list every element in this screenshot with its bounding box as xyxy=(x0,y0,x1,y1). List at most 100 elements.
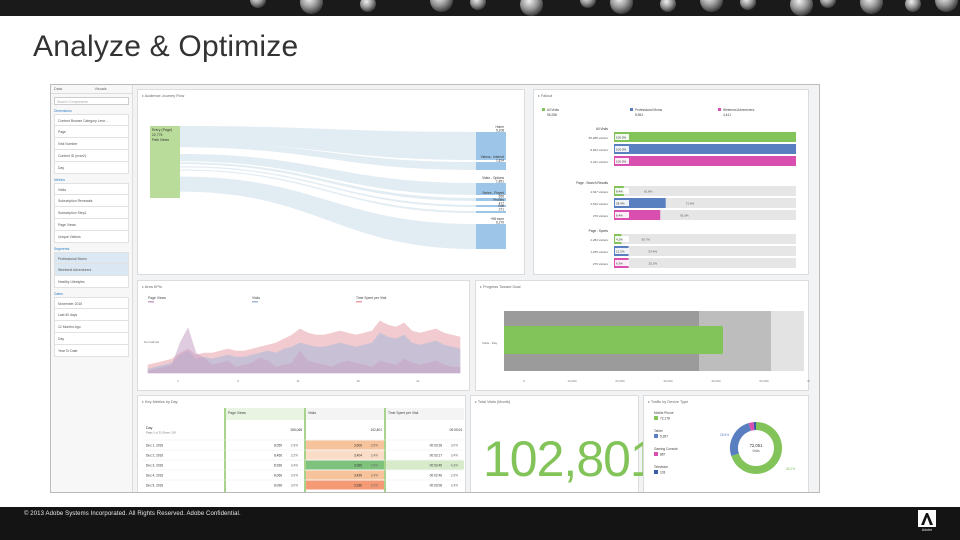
legend-label: All Visits xyxy=(547,108,559,112)
x-tick: 30,000 xyxy=(663,379,673,383)
flow-node-value: 655 xyxy=(499,195,505,199)
legend-value: 867 xyxy=(660,453,666,457)
panel-title[interactable]: Area KPIs xyxy=(142,284,162,289)
area-page-views xyxy=(147,327,461,374)
cell-pct: 3.9% xyxy=(371,464,378,468)
legend-value: 55,288 xyxy=(547,113,557,117)
component-item[interactable]: Page xyxy=(54,126,129,138)
panel-title[interactable]: Fallout xyxy=(538,93,552,98)
component-item[interactable]: Unique Visitors xyxy=(54,231,129,243)
component-item[interactable]: November 2015 xyxy=(54,297,129,309)
cell-heat xyxy=(306,480,384,490)
legend-value: 103 xyxy=(660,471,666,475)
component-item[interactable]: Subscription Step1 xyxy=(54,207,129,219)
cell-heat xyxy=(226,450,304,460)
fallout-pct-box xyxy=(615,146,629,152)
rail-section-label: Dates xyxy=(54,292,63,296)
analytics-workspace-screenshot: Data Visuals Search Components Dimension… xyxy=(50,84,820,493)
decorative-orb xyxy=(660,0,676,12)
cell-pct: 3.0% xyxy=(451,444,458,448)
legend-label: Tablet xyxy=(654,429,663,433)
fallout-bar-bg xyxy=(614,210,796,220)
cell-pct: 3.4% xyxy=(451,484,458,488)
flow-node xyxy=(476,205,506,207)
component-item[interactable]: Visit Number xyxy=(54,138,129,150)
flow-node-label: Video - Options xyxy=(482,176,504,180)
flow-node-value: 371 xyxy=(499,208,505,212)
component-item[interactable]: Professional Moms xyxy=(54,252,129,264)
bullet-row-label: Visits - Day xyxy=(482,341,498,345)
cell-value: 3,286 xyxy=(354,484,362,488)
cell-value: 00:03:17 xyxy=(430,454,443,458)
component-item[interactable]: Healthy Lifestyles xyxy=(54,276,129,288)
component-item[interactable]: Weekend Adventurers xyxy=(54,264,129,276)
component-item[interactable]: Last 60 days xyxy=(54,309,129,321)
panel-title[interactable]: Total Visits (Month) xyxy=(475,399,510,404)
cell-heat xyxy=(306,440,384,450)
slide-title: Analyze & Optimize xyxy=(33,30,299,63)
flow-link xyxy=(180,142,476,170)
panel-title[interactable]: Progress Toward Goal xyxy=(480,284,521,289)
legend-label: Mobile Phone xyxy=(654,411,674,415)
column-header-label: Visits xyxy=(308,411,316,415)
cell-value: 00:03:45 xyxy=(430,464,443,468)
legend-swatch xyxy=(654,416,658,420)
freeform-table: Page Views 265,068 Visits 102,801 Time Spent… xyxy=(142,408,464,492)
cell-pct: 3.0% xyxy=(291,484,298,488)
rail-sections: Dimensions Content Browse Category Leve..… xyxy=(51,109,132,357)
fallout-drop: 25.2% xyxy=(649,262,658,266)
fallout-pct: 100.0% xyxy=(616,147,627,151)
x-tick: 21 xyxy=(416,379,420,383)
component-item[interactable]: Page Views xyxy=(54,219,129,231)
component-search-input[interactable]: Search Components xyxy=(54,97,129,105)
component-item[interactable]: Visits xyxy=(54,183,129,195)
component-item[interactable]: Content ID (evar2) xyxy=(54,150,129,162)
cell-value: 8,096 xyxy=(274,484,282,488)
legend-swatch xyxy=(718,108,721,111)
fallout-bar-bg xyxy=(614,246,796,256)
adobe-logo-text: Adobe xyxy=(922,528,932,532)
cell-pct: 3.4% xyxy=(451,454,458,458)
panel-title[interactable]: Traffic by Device Type xyxy=(648,399,688,404)
flow-entry-node xyxy=(150,126,180,198)
tab-visuals[interactable]: Visuals xyxy=(94,87,107,91)
component-item[interactable]: Day xyxy=(54,333,129,345)
panel-title[interactable]: Audience Journey Flow xyxy=(142,93,184,98)
decorative-orb xyxy=(430,0,453,12)
column-header-label: Page Views xyxy=(228,411,246,415)
fallout-step-label: Page : Sports xyxy=(589,229,609,233)
component-item[interactable]: Year To Date xyxy=(54,345,129,357)
series-label: Page Views xyxy=(148,296,166,300)
row-day: Dec 2, 2016 xyxy=(146,454,163,458)
decorative-orb xyxy=(610,0,633,14)
cell-value: 3,965 xyxy=(354,464,362,468)
fallout-drop: 91.6% xyxy=(644,190,653,194)
component-item[interactable]: Day xyxy=(54,162,129,174)
rail-tabs: Data Visuals xyxy=(51,85,132,94)
cell-pct: 3.0% xyxy=(291,474,298,478)
flow-node xyxy=(476,224,506,249)
cell-pct: 3.5% xyxy=(371,444,378,448)
legend-swatch xyxy=(654,434,658,438)
x-tick: 20,000 xyxy=(615,379,625,383)
donut-slice-label: 25.6% xyxy=(720,433,729,437)
cell-value: 00:03:28 xyxy=(430,444,443,448)
panel-title[interactable]: Key Metrics by Day xyxy=(142,399,178,404)
rail-section-group: Content Browse Category Leve... Page Visit… xyxy=(51,114,132,174)
fallout-bar-bg xyxy=(614,258,796,268)
fallout-pct: 8.4% xyxy=(616,213,623,217)
x-tick: 10,000 xyxy=(567,379,577,383)
component-item[interactable]: 12 Months Ago xyxy=(54,321,129,333)
component-item[interactable]: Content Browse Category Leve... xyxy=(54,114,129,126)
cell-value: 3,606 xyxy=(354,444,362,448)
components-rail: Data Visuals Search Components Dimension… xyxy=(51,85,133,492)
component-item[interactable]: Subscription Renewals xyxy=(54,195,129,207)
column-total: 265,068 xyxy=(290,428,302,432)
tab-data[interactable]: Data xyxy=(54,87,63,91)
donut-slice-label: 66.2% xyxy=(786,467,795,471)
flow-node-label: Golf xyxy=(498,204,504,208)
decorative-orb xyxy=(860,0,883,14)
freeform-table-panel: Key Metrics by Day Page Views 265,068 Visi… xyxy=(137,395,466,492)
fallout-row-label: 1,185 visitors xyxy=(590,250,608,254)
